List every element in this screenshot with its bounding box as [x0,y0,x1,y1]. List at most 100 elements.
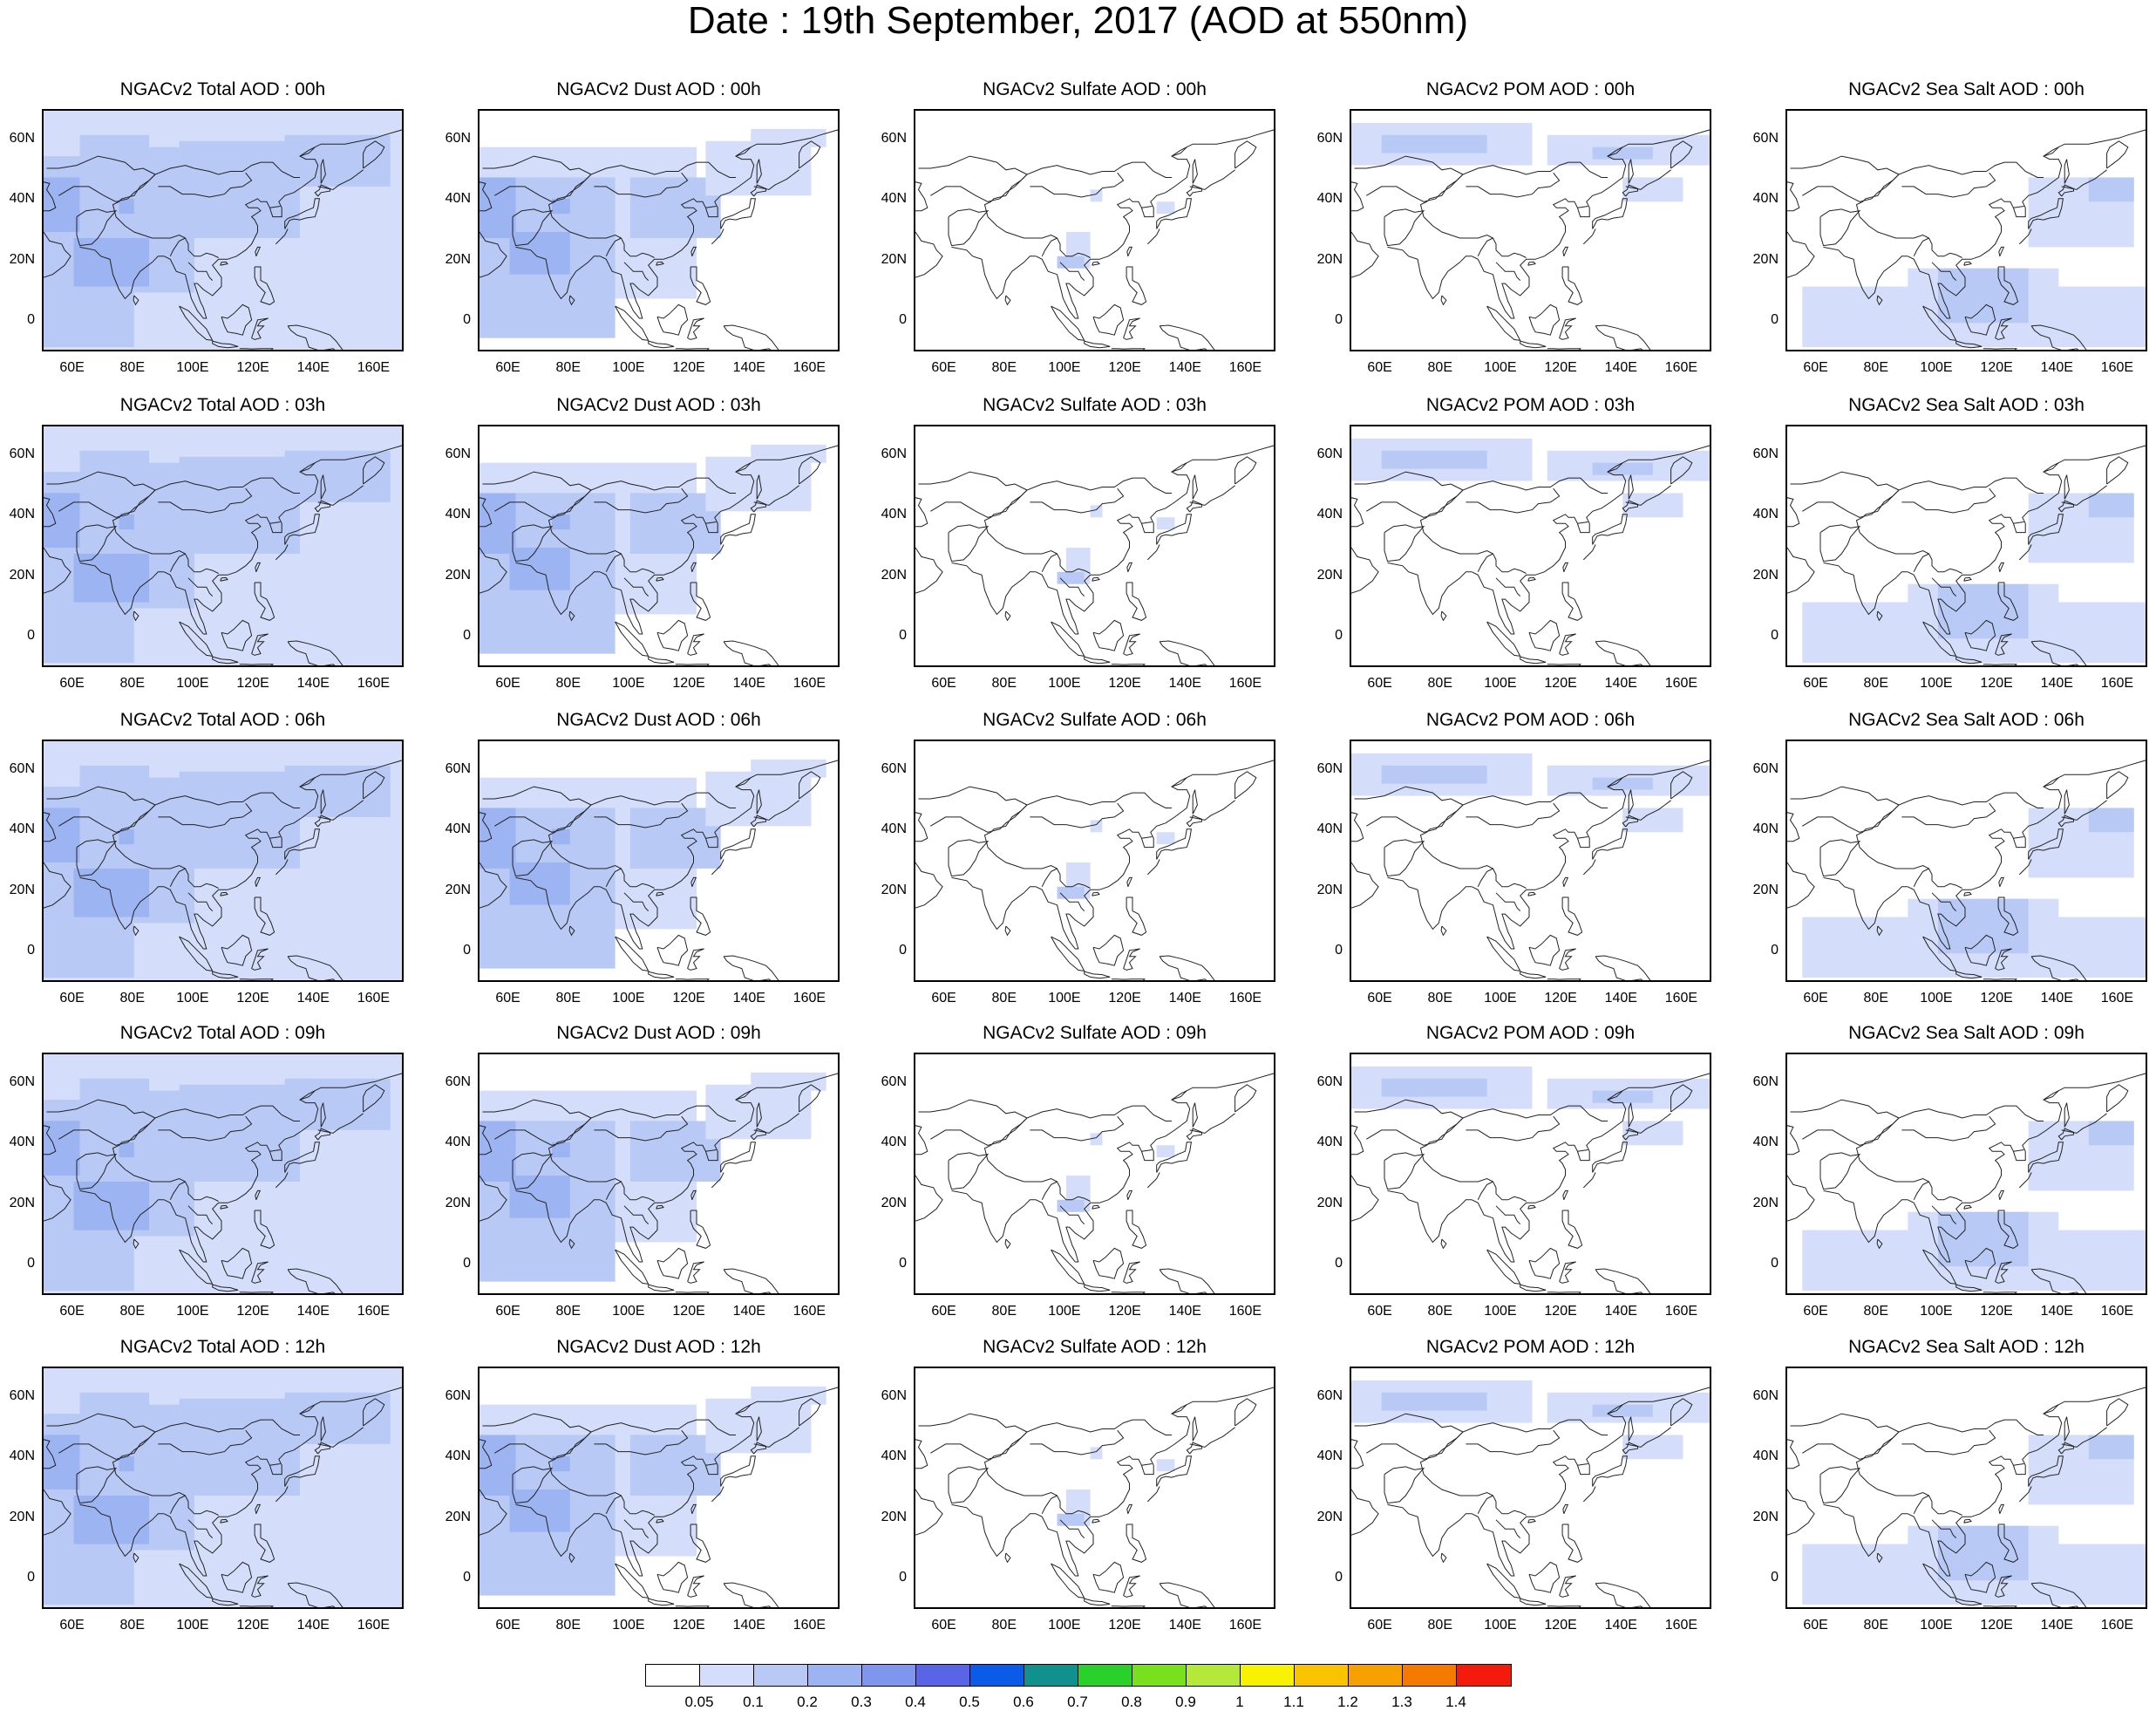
panel-title: NGACv2 Sulfate AOD : 00h [983,79,1207,99]
lon-tick-label: 160E [792,1304,826,1319]
coastline [1126,1503,1133,1514]
lon-tick-label: 80E [1863,1304,1888,1319]
lon-tick-label: 140E [296,991,330,1005]
coastline [1440,925,1447,937]
coastline [2013,521,2024,524]
coastline [2043,777,2059,787]
coastline [1561,266,1583,305]
coastline [594,1115,689,1142]
coastline [317,800,364,821]
coastline [275,228,289,245]
map-panel: NGACv2 Sea Salt AOD : 00h 60N 40N 20N 0 60E 80… [1753,79,2147,392]
lat-tick-label: 60N [9,760,35,776]
aod-field [751,444,826,463]
coastline [915,231,943,278]
coastline [656,261,664,266]
coastline [1790,1099,1900,1119]
lat-tick-label: 60N [445,130,471,146]
coastline [1787,497,1800,528]
coastline [930,792,1172,833]
coastline [1466,1429,1561,1455]
map-canvas [1787,129,2146,350]
coastline [255,876,262,887]
coastline [158,487,253,514]
coastline [1004,1552,1011,1564]
aod-field [119,514,134,530]
panel-title: NGACv2 Dust AOD : 06h [556,710,761,730]
coastline [690,896,711,936]
lon-tick-label: 140E [732,1618,765,1633]
panel-title: NGACv2 Total AOD : 09h [119,1023,326,1043]
lon-tick-label: 80E [119,360,145,375]
coastline [1527,261,1536,266]
map-frame [1350,740,1711,982]
coastline [1146,859,1160,876]
coastline [1387,246,1472,300]
coastline [164,129,402,319]
coastline [1876,295,1883,306]
coastline [615,1249,650,1285]
coastline [735,777,752,787]
coastline [1997,1210,2019,1249]
coastline [1622,815,1638,828]
aod-field [1937,1211,2029,1267]
coastline [1440,1552,1447,1564]
coastline [1559,317,1576,340]
coastline [1041,1495,1058,1515]
coastline [1141,1463,1153,1466]
lon-tick-label: 60E [931,1304,956,1319]
coastline [1547,1605,1581,1607]
lon-tick-label: 140E [1168,1618,1201,1633]
coastline [1876,1238,1883,1250]
coastline [690,1503,697,1514]
coastline [1787,1489,1815,1536]
coastline [1351,1125,1364,1155]
lon-tick-label: 140E [1604,676,1637,691]
lon-tick-label: 160E [1228,1304,1262,1319]
coastline [1922,305,1957,342]
coastline [1030,487,1125,514]
coastline [987,216,1091,258]
map-canvas [915,1073,1274,1293]
coastline [594,172,689,198]
lon-tick-label: 120E [1980,991,2013,1005]
lat-tick-label: 60N [1316,1074,1343,1089]
map-canvas [1787,1387,2146,1607]
coastline [76,1466,118,1504]
aod-field [509,232,570,275]
coastline [1366,161,1608,202]
coastline [1234,140,1257,169]
coastline [690,246,697,256]
aod-field [284,1078,391,1130]
coastline [512,208,554,247]
coastline [2106,1398,2129,1427]
coastline [1819,1152,1861,1190]
coastline [133,1552,139,1564]
lon-tick-label: 100E [1048,1618,1081,1633]
coastline [1366,477,1608,518]
coastline [1466,1115,1561,1142]
lat-tick-label: 20N [881,1509,907,1524]
map-panel: NGACv2 Sulfate AOD : 12h 60N 40N 20N 0 60E 80E… [881,1337,1275,1649]
lat-tick-label: 40N [881,821,907,837]
coastline [284,1455,320,1487]
coastline [756,1102,762,1128]
coastline [568,925,575,937]
coastline [1466,487,1561,514]
colorbar-swatch [1456,1664,1512,1687]
coastline [548,489,592,533]
coastline [44,1489,71,1536]
coastline [320,159,326,184]
coastline [2106,1084,2129,1113]
lon-tick-label: 120E [236,1618,269,1633]
coastline [600,760,838,950]
coastline [515,876,601,930]
coastline [1384,1466,1425,1504]
coastline [605,553,622,573]
lon-tick-label: 100E [1048,1304,1081,1319]
map-frame [1785,425,2147,667]
map-canvas [915,129,1274,350]
lon-tick-label: 160E [1664,991,1698,1005]
coastline [284,198,320,229]
coastline [1036,1387,1274,1577]
